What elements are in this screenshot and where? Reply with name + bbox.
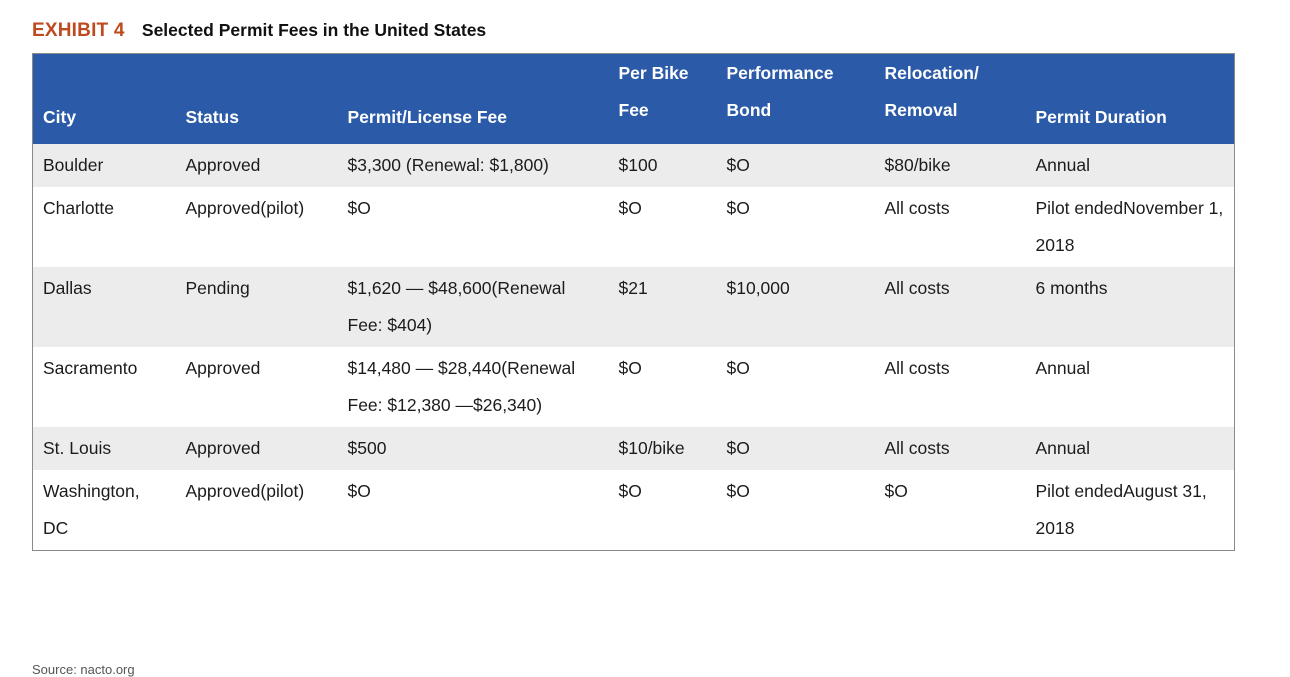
cell-relocation: $O <box>884 481 908 501</box>
cell-permit-fee: $O <box>347 198 371 218</box>
header-permit-fee: Permit/License Fee <box>347 107 508 127</box>
cell-permit-duration: Pilot endedAugust 31, 2018 <box>1035 481 1207 538</box>
cell-city: Washington, DC <box>43 481 140 538</box>
header-per-bike-fee: Per Bike Fee <box>618 63 689 120</box>
cell-relocation: All costs <box>884 198 950 218</box>
cell-city: Sacramento <box>43 358 138 378</box>
cell-permit-duration: Pilot endedNovember 1, 2018 <box>1035 198 1224 255</box>
header-relocation: Relocation/ Removal <box>884 63 979 120</box>
cell-permit-fee: $3,300 (Renewal: $1,800) <box>347 155 549 175</box>
exhibit-title: EXHIBIT 4 Selected Permit Fees in the Un… <box>32 20 486 42</box>
exhibit-label: EXHIBIT 4 <box>32 20 125 41</box>
cell-relocation: $80/bike <box>884 155 951 175</box>
cell-permit-fee: $O <box>347 481 371 501</box>
permit-fees-table: City Status Permit/License Fee Per Bike … <box>32 53 1235 551</box>
header-permit-duration: Permit Duration <box>1035 107 1167 127</box>
table-row: St. Louis Approved $500 $10/bike $O All … <box>32 427 1235 470</box>
exhibit-heading: Selected Permit Fees in the United State… <box>141 20 487 40</box>
cell-performance-bond: $O <box>726 198 750 218</box>
header-status: Status <box>185 107 239 127</box>
cell-permit-fee: $500 <box>347 438 387 458</box>
cell-performance-bond: $O <box>726 438 750 458</box>
cell-per-bike-fee: $O <box>618 481 642 501</box>
cell-relocation: All costs <box>884 358 950 378</box>
table-row: Dallas Pending $1,620 — $48,600(Renewal … <box>32 267 1235 347</box>
table-row: Sacramento Approved $14,480 — $28,440(Re… <box>32 347 1235 427</box>
cell-performance-bond: $10,000 <box>726 278 790 298</box>
cell-per-bike-fee: $O <box>618 358 642 378</box>
cell-permit-duration: Annual <box>1035 358 1091 378</box>
cell-status: Approved <box>185 358 261 378</box>
cell-performance-bond: $O <box>726 358 750 378</box>
cell-permit-duration: 6 months <box>1035 278 1108 298</box>
header-city: City <box>43 107 77 127</box>
cell-city: Boulder <box>43 155 104 175</box>
cell-per-bike-fee: $O <box>618 198 642 218</box>
cell-permit-fee: $1,620 — $48,600(Renewal Fee: $404) <box>347 278 566 335</box>
table-row: Washington, DC Approved(pilot) $O $O $O … <box>32 470 1235 551</box>
cell-performance-bond: $O <box>726 155 750 175</box>
cell-permit-fee: $14,480 — $28,440(Renewal Fee: $12,380 —… <box>347 358 576 415</box>
table-header-row: City Status Permit/License Fee Per Bike … <box>32 53 1235 144</box>
cell-permit-duration: Annual <box>1035 155 1091 175</box>
cell-status: Approved(pilot) <box>185 481 305 501</box>
cell-per-bike-fee: $10/bike <box>618 438 685 458</box>
table-row: Boulder Approved $3,300 (Renewal: $1,800… <box>32 144 1235 187</box>
cell-relocation: All costs <box>884 278 950 298</box>
header-performance-bond: Performance Bond <box>726 63 834 120</box>
cell-status: Approved(pilot) <box>185 198 305 218</box>
cell-relocation: All costs <box>884 438 950 458</box>
cell-city: Charlotte <box>43 198 115 218</box>
cell-status: Approved <box>185 155 261 175</box>
cell-city: Dallas <box>43 278 92 298</box>
cell-permit-duration: Annual <box>1035 438 1091 458</box>
table-row: Charlotte Approved(pilot) $O $O $O All c… <box>32 187 1235 267</box>
cell-status: Approved <box>185 438 261 458</box>
cell-city: St. Louis <box>43 438 112 458</box>
cell-performance-bond: $O <box>726 481 750 501</box>
cell-status: Pending <box>185 278 250 298</box>
cell-per-bike-fee: $21 <box>618 278 648 298</box>
source-note: Source: nacto.org <box>32 662 135 677</box>
cell-per-bike-fee: $100 <box>618 155 658 175</box>
